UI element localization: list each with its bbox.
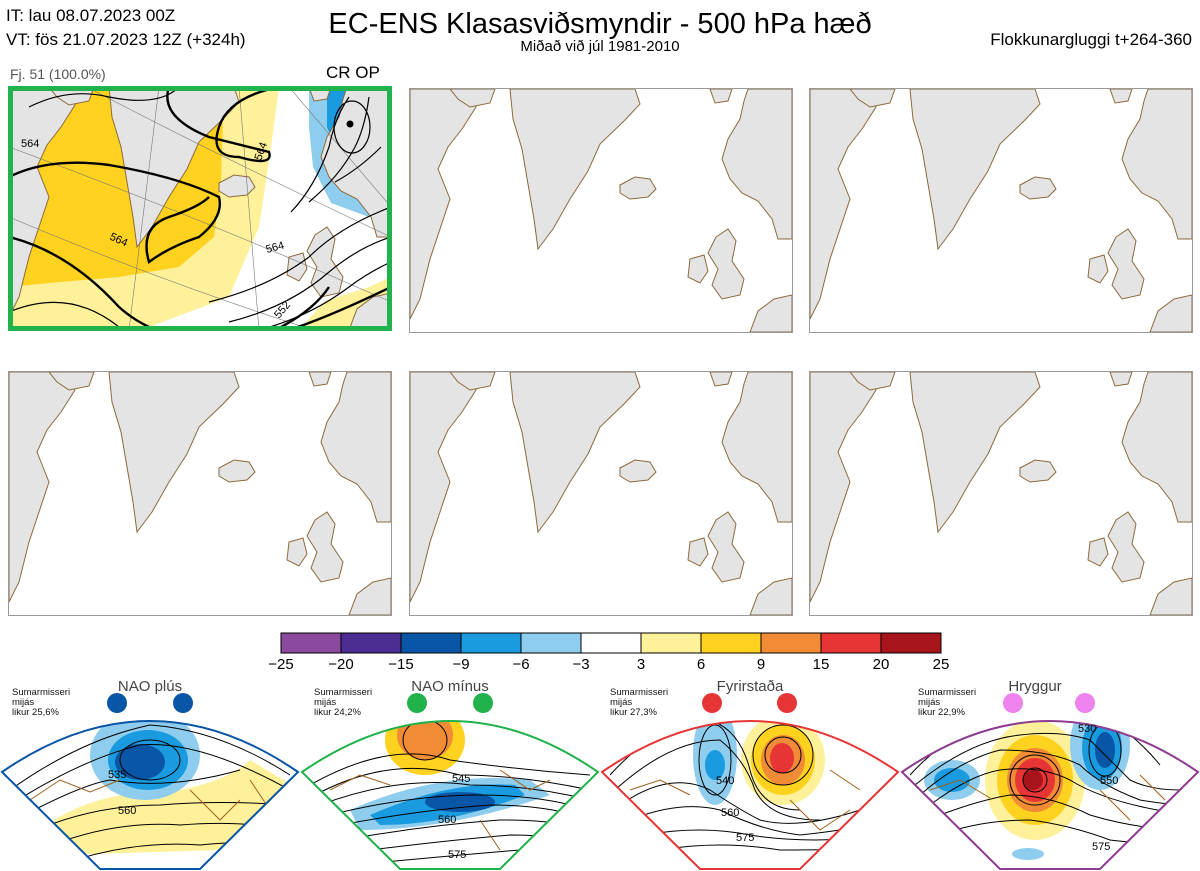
contour-label: 530 <box>1078 723 1096 735</box>
regime-info: Sumarmisseri mijás likur 27,3% <box>610 687 669 718</box>
contour-label: 560 <box>118 805 136 817</box>
regime-info: Sumarmisseri mijás likur 22,9% <box>918 687 977 718</box>
colorbar-tick-label: −9 <box>452 656 470 673</box>
cluster-map-3 <box>810 89 1192 332</box>
regime-blocking: 540 560 575 Sumarmisseri mijás likur 27,3%… <box>600 678 900 871</box>
colorbar-cell <box>820 632 882 654</box>
colorbar-tick-label: −15 <box>388 656 414 673</box>
colorbar-tick-label: 9 <box>756 656 766 673</box>
cluster-map-5 <box>410 372 792 615</box>
regime-name: Fyrirstaða <box>716 678 784 695</box>
contour-label: 564 <box>253 141 271 162</box>
page-title: EC-ENS Klasasviðsmyndir - 500 hPa hæð <box>328 8 872 40</box>
colorbar-cell <box>400 632 462 654</box>
contour-label: 564 <box>265 240 286 256</box>
regime-info: Sumarmisseri mijás likur 25,6% <box>12 687 71 718</box>
colorbar-tick-label: −20 <box>328 656 354 673</box>
valid-time: VT: fös 21.07.2023 12Z (+324h) <box>6 30 246 49</box>
colorbar-tick-label: 15 <box>812 656 830 673</box>
colorbar-cell <box>520 632 582 654</box>
contour-label: 575 <box>448 849 466 861</box>
contour-label: 540 <box>716 775 734 787</box>
colorbar-cell <box>580 632 642 654</box>
regime-dot <box>473 693 493 713</box>
contour-label: 575 <box>1092 841 1110 853</box>
colorbar-tick-label: −3 <box>572 656 590 673</box>
colorbar-cell <box>640 632 702 654</box>
colorbar-cell <box>340 632 402 654</box>
cluster-map-panel-2[interactable] <box>409 88 793 333</box>
cluster-map-panel-6[interactable] <box>809 371 1193 616</box>
cluster-map-panel-5[interactable] <box>409 371 793 616</box>
regime-name: Hryggur <box>1008 678 1062 695</box>
contour-label: 560 <box>438 814 456 826</box>
regime-nao-minus: 545 560 575 Sumarmisseri mijás likur 24,2%… <box>300 678 600 871</box>
colorbar-cell <box>880 632 942 654</box>
cluster-map-2 <box>410 89 792 332</box>
regime-ridge: 530 550 575 Sumarmisseri mijás likur 22,9%… <box>900 678 1200 871</box>
regime-dot <box>777 693 797 713</box>
contour-label: 560 <box>721 807 739 819</box>
colorbar-tick-label: 25 <box>932 656 950 673</box>
colorbar-tick-label: −25 <box>268 656 294 673</box>
colorbar-cell <box>460 632 522 654</box>
regime-name: NAO mínus <box>411 678 489 695</box>
page-subtitle: Miðað við júl 1981-2010 <box>520 38 680 55</box>
colorbar-tick-label: −6 <box>512 656 530 673</box>
colorbar-cell <box>700 632 762 654</box>
cluster-map-1: 564 564 564 552 564 <box>13 91 387 326</box>
regime-info: Sumarmisseri mijás likur 24,2% <box>314 687 373 718</box>
cluster-label: CR OP <box>326 63 380 82</box>
regime-dot <box>1075 693 1095 713</box>
regime-dot <box>407 693 427 713</box>
regime-nao-plus: 535 560 Sumarmisseri mijás likur 25,6% NAO… <box>0 678 300 871</box>
regime-dot <box>173 693 193 713</box>
contour-label: 550 <box>1100 775 1118 787</box>
cluster-map-6 <box>810 372 1192 615</box>
cluster-map-4 <box>9 372 391 615</box>
cluster-map-panel-1[interactable]: 564 564 564 552 564 <box>8 86 392 331</box>
regime-dot <box>1003 693 1023 713</box>
regime-name: NAO plús <box>117 678 183 695</box>
colorbar-tick-label: 3 <box>636 656 646 673</box>
colorbar-tick-label: 20 <box>872 656 890 673</box>
colorbar-cell <box>280 632 342 654</box>
contour-label: 575 <box>736 832 754 844</box>
colorbar-cell <box>760 632 822 654</box>
cluster-map-panel-4[interactable] <box>8 371 392 616</box>
init-time: IT: lau 08.07.2023 00Z <box>6 6 176 25</box>
regime-dot <box>702 693 722 713</box>
cluster-map-panel-3[interactable] <box>809 88 1193 333</box>
colorbar <box>280 632 942 654</box>
contour-label: 564 <box>21 138 39 150</box>
regime-dot <box>107 693 127 713</box>
contour-label: 545 <box>452 773 470 785</box>
classification-window: Flokkunargluggi t+264-360 <box>990 30 1192 49</box>
cluster-member-count: Fj. 51 (100.0%) <box>10 66 106 82</box>
contour-label: 535 <box>108 769 126 781</box>
colorbar-tick-label: 6 <box>696 656 706 673</box>
